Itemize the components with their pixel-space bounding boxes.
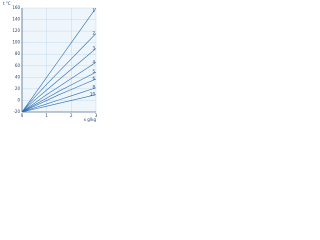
series-label: 4 xyxy=(92,59,95,64)
series-group xyxy=(22,8,96,112)
series-label: 2 xyxy=(92,30,95,35)
y-tick-label: 20 xyxy=(15,86,21,91)
x-tick-label: 2 xyxy=(70,113,73,118)
series-label: 10 xyxy=(90,92,96,97)
y-tick-label: 80 xyxy=(15,51,21,56)
series-line xyxy=(22,94,96,112)
series-label: 6 xyxy=(92,76,95,81)
y-axis-label: t °C xyxy=(3,1,11,6)
x-tick-label: 1 xyxy=(45,113,48,118)
y-tick-label: 60 xyxy=(15,63,21,68)
y-tick-label: 100 xyxy=(12,40,20,45)
y-tick-label: 120 xyxy=(12,28,20,33)
series-label: 3 xyxy=(92,45,95,50)
series-line xyxy=(22,78,96,112)
y-tick-label: 160 xyxy=(12,5,20,10)
series-label: 1 xyxy=(92,8,95,13)
y-tick-label: 0 xyxy=(17,97,20,102)
series-line xyxy=(22,33,96,112)
series-label: 8 xyxy=(92,85,95,90)
y-tick-label: 40 xyxy=(15,74,21,79)
series-line xyxy=(22,71,96,112)
series-line xyxy=(22,8,96,112)
x-tick-label: 0 xyxy=(21,113,24,118)
x-axis-label: x g/kg xyxy=(84,117,97,122)
series-label: 5 xyxy=(92,69,95,74)
series-line xyxy=(22,87,96,112)
series-line xyxy=(22,62,96,112)
series-line xyxy=(22,48,96,112)
x-tick-label: 3 xyxy=(95,113,98,118)
y-tick-label: -20 xyxy=(13,109,20,114)
y-tick-label: 140 xyxy=(12,17,20,22)
